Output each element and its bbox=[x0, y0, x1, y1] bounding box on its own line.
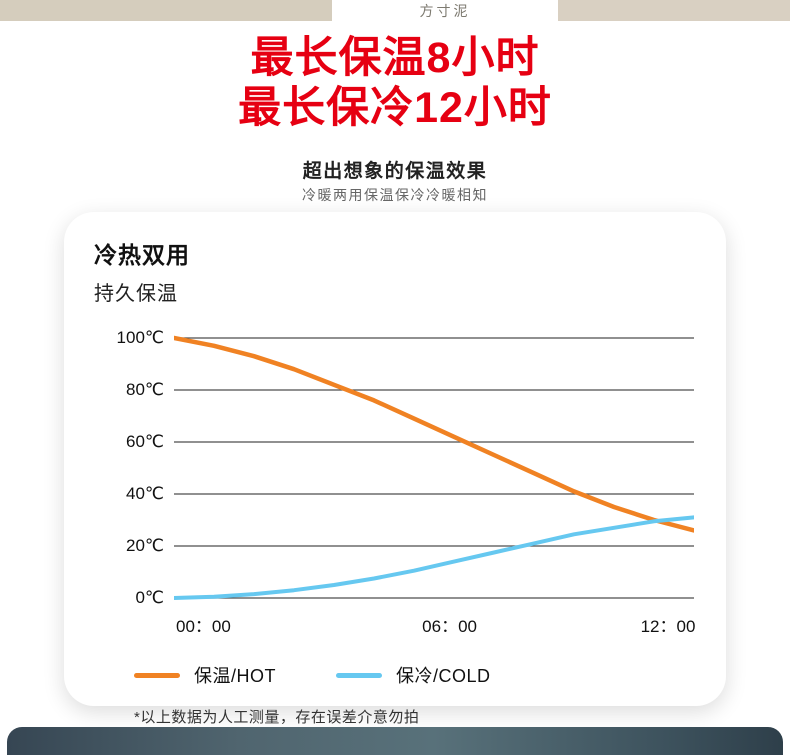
x-axis-label: 12：00 bbox=[640, 617, 696, 636]
headline-line2: 最长保冷12小时 bbox=[238, 84, 552, 132]
brand-banner: 方寸泥 bbox=[332, 0, 558, 21]
hot-legend-label: 保温/HOT bbox=[194, 666, 276, 686]
temperature-chart: 100℃ 80℃ 60℃ 40℃ 20℃ 0℃ bbox=[94, 328, 696, 608]
table-surface-right bbox=[558, 0, 790, 21]
y-axis-label: 0℃ bbox=[135, 588, 164, 607]
y-axis-label: 100℃ bbox=[116, 328, 164, 347]
y-axis-label: 20℃ bbox=[125, 536, 164, 555]
next-section-edge bbox=[7, 727, 783, 755]
headline: 最长保温8小时 最长保冷12小时 bbox=[0, 33, 790, 133]
card-title: 冷热双用 bbox=[94, 242, 190, 268]
chart-legend: 保温/HOT 保冷/COLD bbox=[134, 662, 696, 688]
chart-plot bbox=[174, 335, 694, 600]
previous-section-edge: 方寸泥 bbox=[0, 0, 790, 21]
card-subtitle: 持久保温 bbox=[94, 283, 178, 305]
y-axis-labels: 100℃ 80℃ 60℃ 40℃ 20℃ 0℃ bbox=[106, 328, 170, 608]
x-axis-labels: 00：00 06：00 12：00 bbox=[174, 612, 696, 636]
hot-line-swatch bbox=[134, 672, 180, 678]
cold-legend-label: 保冷/COLD bbox=[396, 666, 491, 686]
headline-line1: 最长保温8小时 bbox=[250, 34, 540, 82]
x-axis-label: 06：00 bbox=[422, 617, 478, 636]
disclaimer-footnote: *以上数据为人工测量，存在误差介意勿拍 bbox=[134, 709, 420, 726]
insulation-chart-card: 冷热双用 持久保温 100℃ 80℃ 60℃ 40℃ 20℃ 0℃ 00：00 06：00… bbox=[64, 212, 726, 726]
y-axis-label: 40℃ bbox=[125, 484, 164, 503]
x-axis-label: 00：00 bbox=[176, 617, 231, 636]
brand-name: 方寸泥 bbox=[419, 3, 471, 19]
tagline: 冷暖两用保温保冷冷暖相知 bbox=[302, 187, 488, 203]
subtitle: 超出想象的保温效果 bbox=[302, 161, 488, 182]
cold-line-swatch bbox=[336, 672, 382, 678]
table-surface-left bbox=[0, 0, 332, 21]
y-axis-label: 80℃ bbox=[125, 380, 164, 399]
y-axis-label: 60℃ bbox=[125, 432, 164, 451]
